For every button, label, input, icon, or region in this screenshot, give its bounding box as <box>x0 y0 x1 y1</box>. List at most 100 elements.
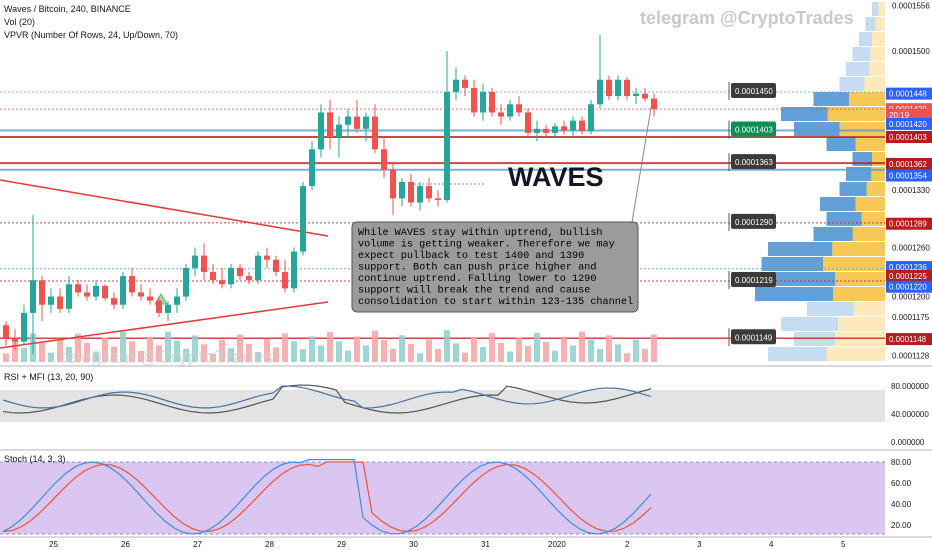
stoch-lines <box>2 459 652 535</box>
price-badge-label: 0.0001289 <box>889 220 927 229</box>
price-badge-label: 0.0001220 <box>889 283 927 292</box>
callout-pointer <box>631 101 653 223</box>
candle-body <box>156 300 162 313</box>
vpvr-up-bar <box>761 257 824 271</box>
candle-body <box>615 79 621 97</box>
candle-body <box>138 292 144 297</box>
vpvr-up-bar <box>865 17 876 31</box>
volume-bar <box>534 332 540 362</box>
price-badge-label: 0.0001236 <box>889 263 927 272</box>
candle-body <box>327 112 333 137</box>
vpvr-up-bar <box>781 107 828 121</box>
candle-body <box>336 124 342 137</box>
rsi-tick-0: 0.000000 <box>891 438 925 447</box>
volume-bar <box>525 346 531 362</box>
candle-body <box>345 116 351 125</box>
volume-bar <box>381 340 387 362</box>
volume-bar <box>336 341 342 362</box>
price-badge <box>886 333 932 346</box>
callout-box[interactable] <box>351 221 639 313</box>
volume-bar <box>408 344 414 362</box>
vpvr-up-bar <box>839 182 867 196</box>
volume-bar <box>417 353 423 362</box>
vpvr-down-bar <box>870 47 885 61</box>
vpvr-legend: VPVR (Number Of Rows, 24, Up/Down, 70) <box>4 30 178 40</box>
volume-bar <box>210 353 216 362</box>
candle-body <box>30 280 36 313</box>
volume-bar <box>246 343 252 362</box>
vpvr-up-bar <box>755 287 833 301</box>
stoch-tick-60: 60.00 <box>891 479 912 488</box>
candle-body <box>381 149 387 170</box>
candle-body <box>84 292 90 297</box>
vpvr-down-bar <box>872 32 885 46</box>
candle-body <box>525 112 531 133</box>
rsi-band <box>0 390 885 422</box>
vpvr-down-bar <box>832 242 885 256</box>
annotation-title[interactable]: WAVES <box>508 162 604 192</box>
volume-bar <box>318 345 324 362</box>
volume-bar <box>57 338 63 362</box>
time-tick: 4 <box>769 540 774 549</box>
price-flag: 0.0001403 <box>728 120 776 139</box>
vpvr-up-bar <box>813 92 850 106</box>
stoch-d-line <box>2 461 652 533</box>
watermark: telegram @CryptoTrades <box>640 8 854 28</box>
candle-body <box>543 128 549 133</box>
volume-bar <box>615 344 621 362</box>
candle-body <box>111 298 117 305</box>
price-badge-label: 20:19 <box>889 111 910 120</box>
price-badge-label: 0.0001362 <box>889 160 927 169</box>
vpvr-up-bar <box>859 32 872 46</box>
volume-bar <box>363 345 369 362</box>
vpvr-down-bar <box>866 182 885 196</box>
candle-body <box>444 92 450 200</box>
price-tick: 0.0001128 <box>892 351 930 360</box>
vpvr-down-bar <box>853 302 885 316</box>
volume-bar <box>624 353 630 362</box>
vpvr-down-bar <box>827 107 885 121</box>
vpvr-down-bar <box>878 2 885 16</box>
candle-body <box>201 255 207 272</box>
vpvr-down-bar <box>875 17 885 31</box>
candle-body <box>57 296 63 309</box>
volume-bar <box>264 338 270 362</box>
volume-bar <box>219 339 225 362</box>
vpvr-up-bar <box>813 227 853 241</box>
time-axis: 25 26 27 28 29 30 31 2020 2 3 4 5 <box>49 540 846 549</box>
callout-line: consolidation to start within 123-135 ch… <box>358 296 633 308</box>
rsi-tick-80: 80.000000 <box>891 382 929 391</box>
candle-body <box>66 284 72 309</box>
stoch-band <box>0 462 885 534</box>
price-badge <box>886 270 932 283</box>
price-badge <box>886 131 932 143</box>
volume-bar <box>309 336 315 362</box>
price-tick: 0.0001330 <box>892 186 930 195</box>
candle-body <box>579 120 585 132</box>
price-tick: 0.0001556 <box>892 1 930 10</box>
candle-body <box>174 296 180 305</box>
candle-body <box>561 126 567 131</box>
volume-bar <box>12 339 18 362</box>
candle-body <box>3 325 9 338</box>
candle-body <box>435 198 441 200</box>
price-badge <box>886 217 932 230</box>
candle-body <box>120 276 126 305</box>
candle-body <box>75 284 81 293</box>
stoch-tick-80: 80.00 <box>891 458 912 467</box>
price-axis[interactable] <box>885 0 932 365</box>
candle-body <box>471 87 477 113</box>
price-tick: 0.0001500 <box>892 47 930 56</box>
volume-bar <box>435 348 441 362</box>
stoch-tick-40: 40.00 <box>891 500 912 509</box>
price-badge <box>886 158 932 170</box>
price-tick: 0.0001260 <box>892 243 930 252</box>
volume-bar <box>129 341 135 362</box>
candle-body <box>597 79 603 105</box>
candle-body <box>588 104 594 132</box>
candle-body <box>309 149 315 187</box>
candle-body <box>498 112 504 117</box>
flag-label: 0.0001403 <box>735 125 773 134</box>
candle-body <box>633 93 639 97</box>
